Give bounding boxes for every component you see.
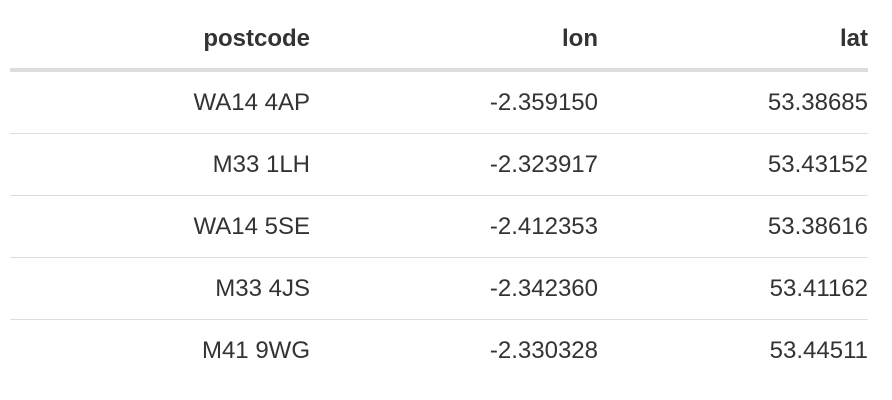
cell-postcode: M33 1LH (10, 133, 310, 196)
cell-lat: 53.43152 (598, 133, 868, 196)
postcode-table: postcode lon lat WA14 4AP -2.359150 53.3… (10, 10, 868, 381)
cell-lat: 53.44511 (769, 336, 868, 364)
cell-lon: -2.323917 (310, 133, 598, 196)
table-header-row: postcode lon lat (10, 10, 868, 72)
table-row: M33 1LH -2.323917 53.43152 (10, 133, 868, 196)
cell-postcode: WA14 4AP (10, 70, 310, 134)
cell-postcode: M41 9WG (201, 336, 310, 364)
cell-lat: 53.38616 (598, 195, 868, 258)
column-header-postcode: postcode (10, 10, 310, 72)
column-header-lat: lat (598, 10, 868, 72)
cell-lon: -2.359150 (310, 70, 598, 134)
cell-postcode: WA14 5SE (10, 195, 310, 258)
table-row: WA14 5SE -2.412353 53.38616 (10, 195, 868, 258)
cell-postcode: M33 4JS (10, 257, 310, 320)
cell-lon: -2.330328 (489, 336, 598, 364)
table-row: WA14 4AP -2.359150 53.38685 (10, 70, 868, 134)
table-row: M41 9WG -2.330328 53.44511 (10, 320, 868, 382)
table-row: M33 4JS -2.342360 53.41162 (10, 257, 868, 320)
cell-lat: 53.38685 (598, 70, 868, 134)
cell-lat: 53.41162 (598, 257, 868, 320)
cell-lon: -2.342360 (310, 257, 598, 320)
column-header-lon: lon (310, 10, 598, 72)
cell-lon: -2.412353 (310, 195, 598, 258)
postcode-table-container: postcode lon lat WA14 4AP -2.359150 53.3… (10, 10, 868, 381)
